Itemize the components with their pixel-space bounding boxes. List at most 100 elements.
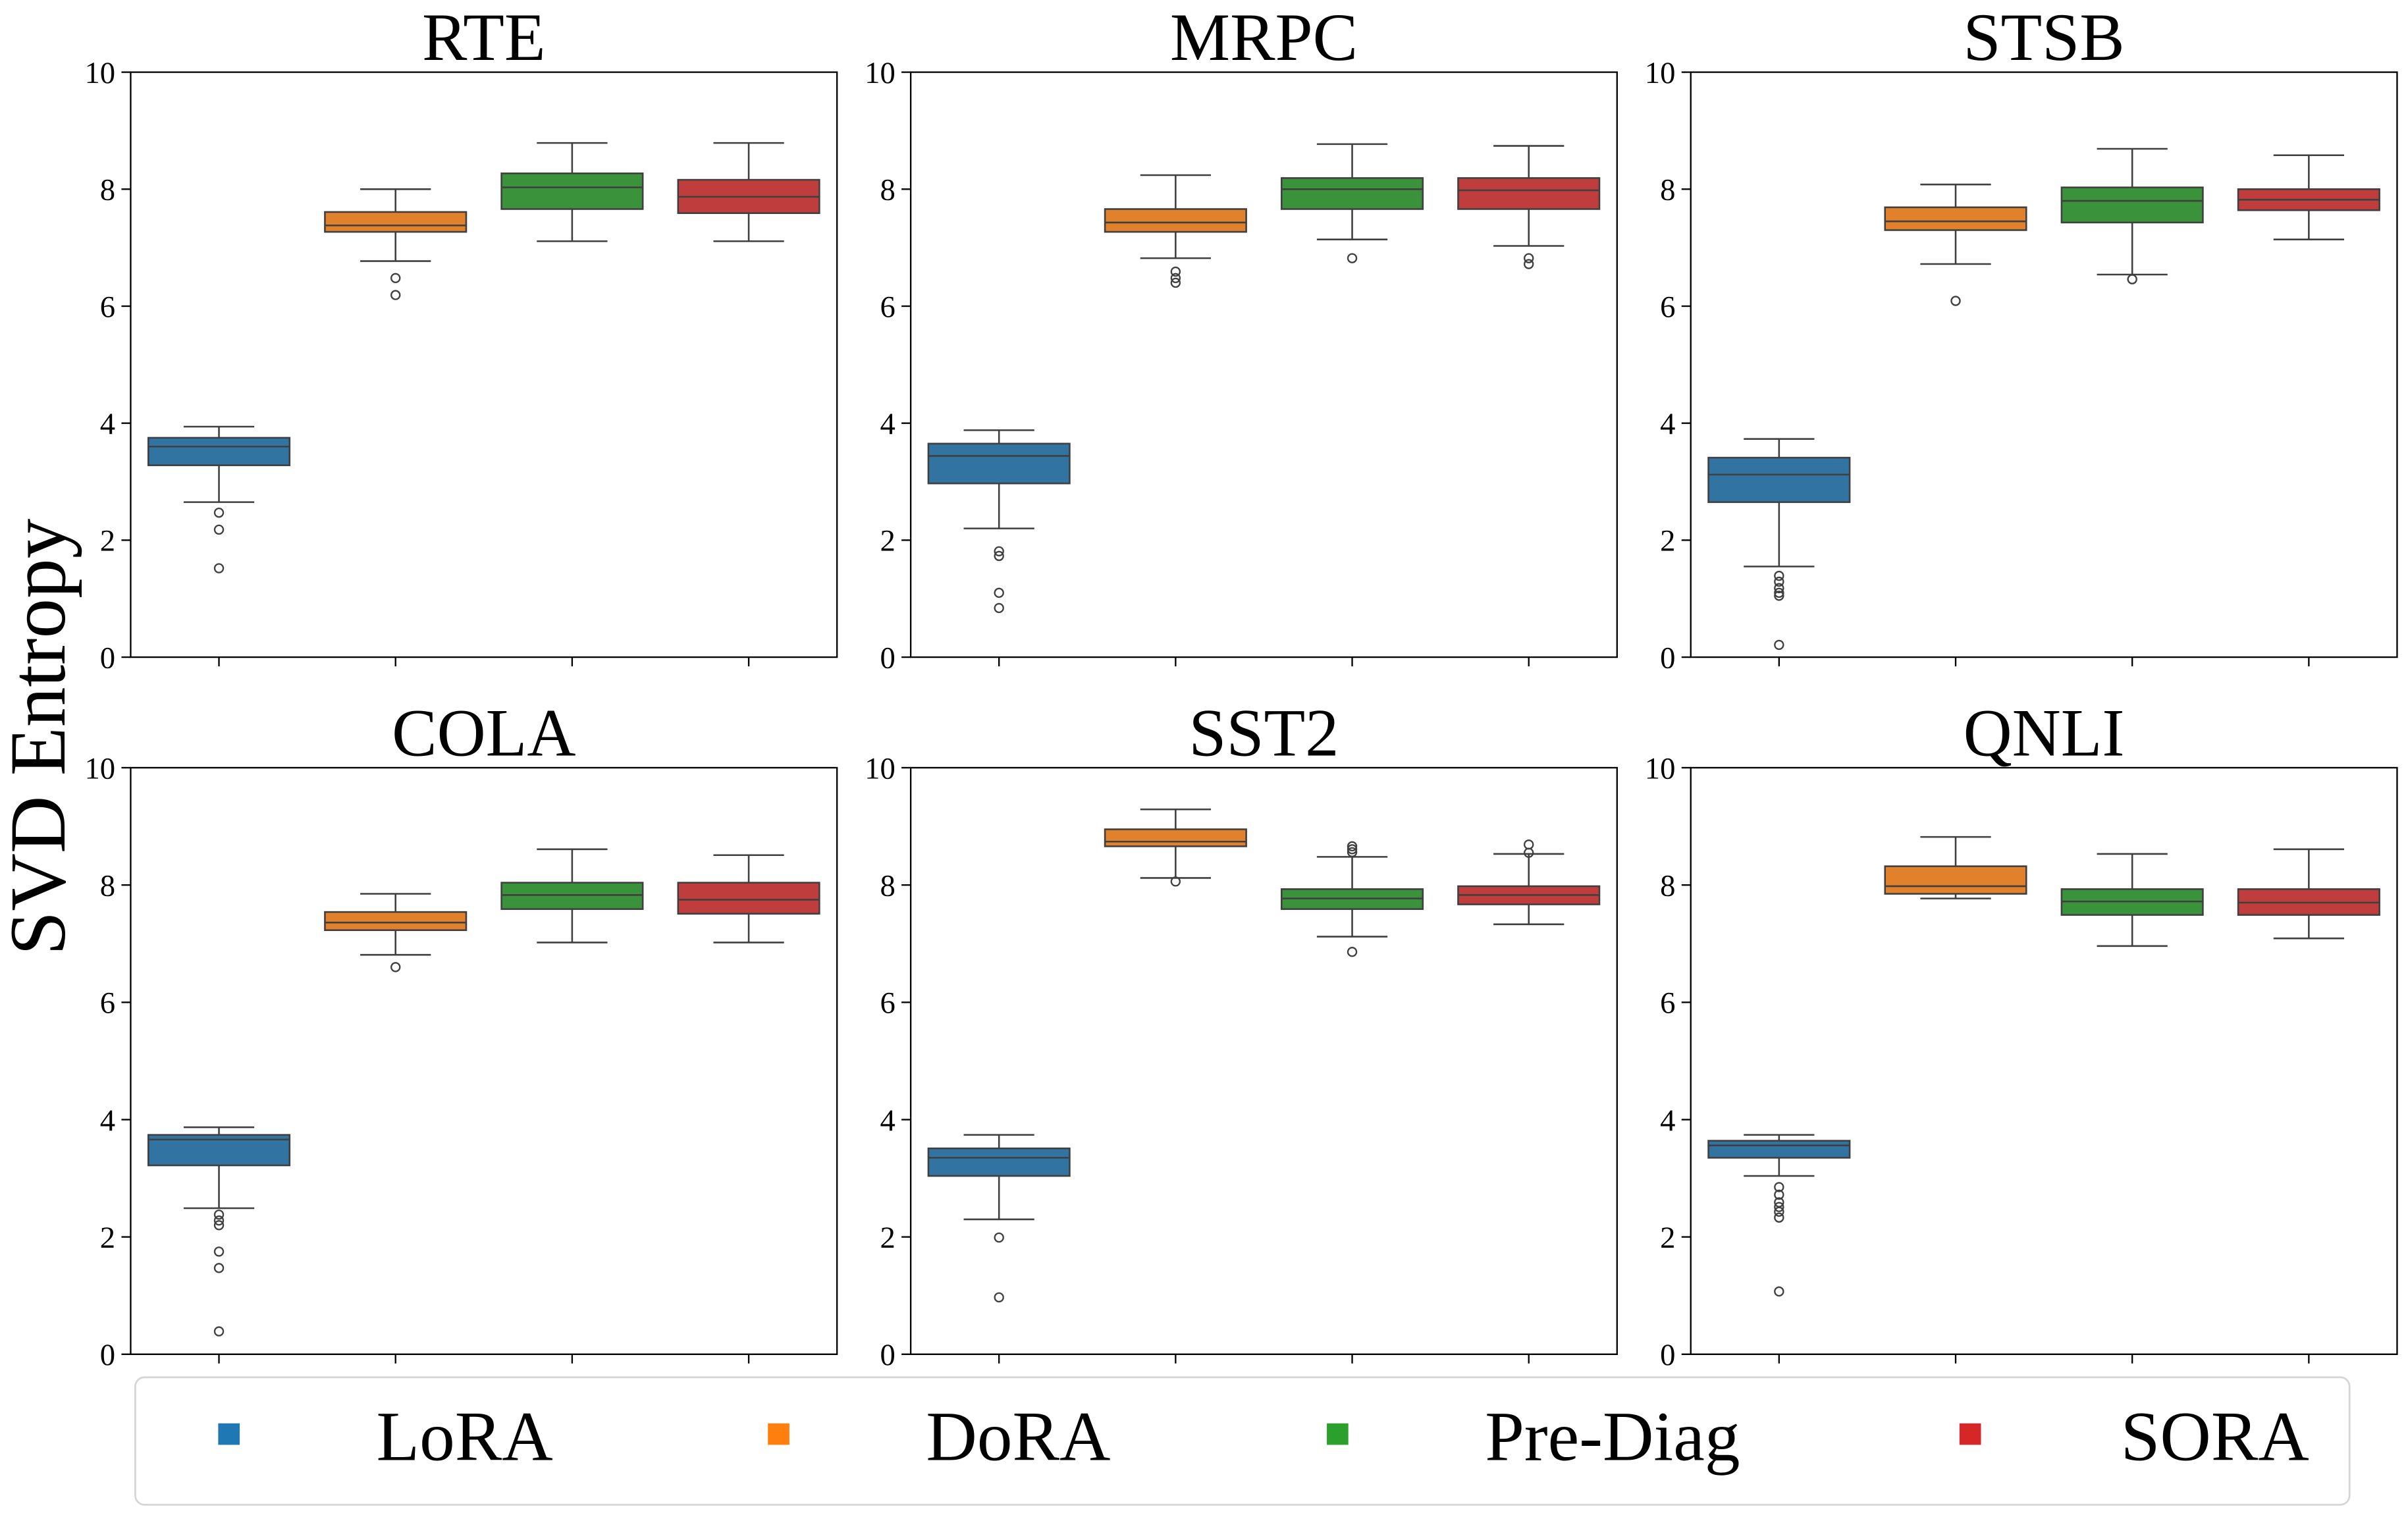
- box-iqr: [1884, 865, 2027, 895]
- box-lora: [927, 1134, 1071, 1364]
- outlier-point: [213, 1210, 225, 1220]
- y-tick-label: 2: [880, 1221, 895, 1255]
- legend-item-pre-diag: Pre-Diag: [1327, 1398, 1740, 1476]
- box-lora: [147, 425, 291, 667]
- outlier-point: [1524, 847, 1534, 858]
- box-iqr: [1280, 177, 1424, 210]
- box-sora: [2237, 154, 2380, 667]
- outlier-point: [1774, 1202, 1784, 1212]
- legend-item-dora: DoRA: [768, 1398, 1111, 1476]
- outlier-point: [994, 602, 1004, 614]
- outlier-point: [1774, 1212, 1784, 1223]
- plot-frame: [909, 766, 1618, 1355]
- y-tick-label: 2: [100, 1221, 115, 1255]
- outlier-point: [1774, 570, 1784, 581]
- outlier-point: [390, 962, 401, 972]
- outlier-point: [994, 1232, 1004, 1243]
- subplot-title: QNLI: [1964, 696, 2125, 770]
- box-dora: [324, 893, 468, 1364]
- y-tick-label: 4: [100, 1104, 115, 1138]
- y-axis-label: SVD Entropy: [0, 518, 82, 955]
- box-pre-diag: [1280, 143, 1424, 667]
- y-tick-label: 0: [100, 641, 115, 675]
- outlier-point: [994, 550, 1004, 562]
- y-tick-label: 2: [880, 524, 895, 558]
- legend-label: SORA: [2121, 1398, 2309, 1476]
- box-sora: [1457, 839, 1601, 1364]
- y-tick-label: 8: [100, 173, 115, 207]
- outlier-point: [213, 1215, 225, 1226]
- outlier-point: [1774, 639, 1784, 651]
- legend-swatch: [1959, 1423, 1981, 1445]
- y-tick-label: 8: [1660, 868, 1675, 903]
- y-tick-label: 2: [100, 524, 115, 558]
- y-tick-label: 2: [1660, 524, 1675, 558]
- box-dora: [324, 188, 468, 667]
- outlier-point: [1347, 844, 1358, 855]
- legend-swatch: [768, 1423, 789, 1445]
- outlier-point: [1774, 576, 1784, 587]
- plot-frame: [130, 71, 838, 658]
- outlier-point: [390, 290, 401, 300]
- y-tick-label: 6: [1660, 986, 1675, 1021]
- subplot-sst2: SST2 0 2 4 6 8 10: [865, 696, 1618, 1372]
- y-tick-label: 4: [880, 1104, 895, 1138]
- y-tick-label: 0: [1660, 641, 1675, 675]
- y-tick-label: 4: [100, 407, 115, 441]
- subplot-title: SST2: [1189, 696, 1339, 770]
- box-pre-diag: [500, 142, 644, 667]
- outlier-point: [213, 563, 225, 573]
- y-tick-label: 10: [84, 56, 115, 90]
- box-pre-diag: [1280, 841, 1424, 1364]
- outlier-point: [213, 1326, 225, 1337]
- outlier-point: [1524, 839, 1534, 850]
- box-iqr: [500, 882, 644, 910]
- y-tick-label: 6: [100, 290, 115, 324]
- box-pre-diag: [500, 848, 644, 1364]
- legend-label: LoRA: [377, 1398, 553, 1476]
- subplot-title: RTE: [422, 1, 546, 75]
- subplot-stsb: STSB 0 2 4 6 8 10: [1645, 1, 2398, 675]
- plot-frame: [1690, 71, 2398, 658]
- outlier-point: [1524, 253, 1534, 263]
- outlier-point: [1170, 266, 1181, 277]
- y-tick-label: 2: [1660, 1221, 1675, 1255]
- y-tick-label: 6: [100, 986, 115, 1021]
- box-iqr: [927, 442, 1071, 485]
- box-iqr: [677, 882, 820, 915]
- subplot-title: STSB: [1963, 1, 2124, 75]
- outlier-point: [213, 524, 225, 535]
- box-dora: [1884, 836, 2027, 1364]
- y-tick-label: 8: [100, 868, 115, 903]
- outlier-point: [994, 546, 1004, 556]
- box-iqr: [1707, 456, 1851, 503]
- box-dora: [1104, 808, 1247, 1364]
- y-tick-label: 0: [880, 641, 895, 675]
- outlier-point: [1347, 253, 1358, 263]
- legend-swatch: [218, 1423, 240, 1445]
- box-iqr: [1457, 177, 1601, 210]
- y-tick-label: 8: [880, 173, 895, 207]
- box-lora: [1707, 1134, 1851, 1364]
- y-tick-label: 8: [880, 868, 895, 903]
- legend-frame: [134, 1376, 2351, 1506]
- box-lora: [147, 1126, 291, 1364]
- subplot-title: COLA: [392, 696, 575, 770]
- box-lora: [927, 429, 1071, 667]
- y-tick-label: 8: [1660, 173, 1675, 207]
- outlier-point: [390, 273, 401, 284]
- legend-label: Pre-Diag: [1485, 1398, 1740, 1476]
- box-sora: [1457, 145, 1601, 667]
- box-pre-diag: [2060, 853, 2204, 1364]
- box-sora: [677, 142, 820, 667]
- box-dora: [1884, 183, 2027, 667]
- y-tick-label: 0: [100, 1338, 115, 1372]
- outlier-point: [213, 1263, 225, 1273]
- box-iqr: [1884, 206, 2027, 231]
- outlier-point: [1774, 1189, 1784, 1200]
- outlier-point: [213, 1246, 225, 1257]
- box-sora: [2237, 848, 2380, 1364]
- plot-frame: [909, 71, 1618, 658]
- subplot-qnli: QNLI 0 2 4 6 8 10: [1645, 696, 2398, 1372]
